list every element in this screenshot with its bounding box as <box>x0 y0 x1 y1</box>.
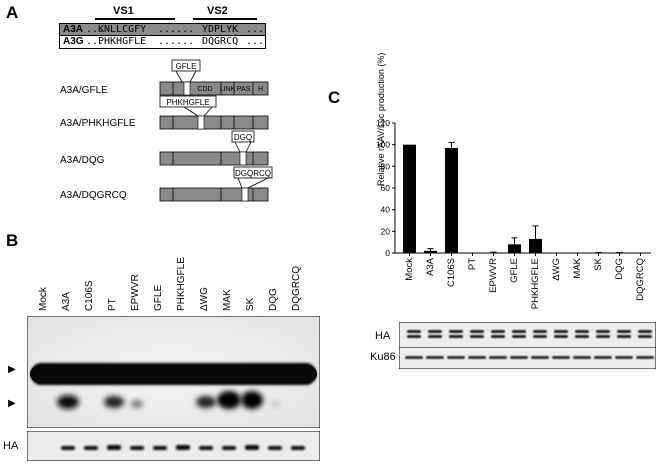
lane-label-pt: PT <box>107 298 118 311</box>
bar <box>403 144 416 253</box>
y-tick-label: 20 <box>381 226 391 236</box>
lane-label-dqgrcq: DQGRCQ <box>291 266 302 311</box>
x-tick-label: PHKHGFLE <box>529 258 541 310</box>
construct-name-phkhgfle: A3A/PHKHGFLE <box>60 118 136 129</box>
insert-box-dgq <box>231 130 255 143</box>
insert-box-phkhgfle <box>159 95 217 108</box>
panel-letter-a: A <box>6 3 19 22</box>
lane-label-mak: MAK <box>222 289 233 311</box>
lane-label-phkhgfle: PHKHGFLE <box>176 257 187 311</box>
panel-c-ku86-blot <box>399 347 656 369</box>
lane-label-mock: Mock <box>38 287 49 311</box>
y-tick-label: 120 <box>376 118 390 128</box>
arrow-lower-band: ▶ <box>8 398 16 409</box>
insert-box-gfle <box>171 59 201 72</box>
a3a-lead: ... <box>86 24 105 35</box>
panel-letter-b: B <box>6 231 19 250</box>
chart-bars <box>403 142 641 256</box>
vs1-bar <box>95 18 175 20</box>
bar <box>487 252 500 253</box>
a3a-name: A3A <box>63 24 84 35</box>
a3g-vs2: DQGRCQ <box>202 36 239 47</box>
chart-y-ticks: 0 20 40 60 80 100 120 <box>376 118 395 258</box>
construct-name-gfle: A3A/GFLE <box>60 85 108 96</box>
construct-diagrams: GFLE CDD LINK PAS H PHKHGFLE <box>159 59 273 202</box>
a3g-tail: ... <box>246 36 265 47</box>
lane-label-epwvr: EPWVR <box>130 274 141 311</box>
a3g-lead: ... <box>86 36 105 47</box>
a3g-vs1: PHKHGFLE <box>98 36 147 47</box>
panel-b-ha-label: HA <box>3 440 19 452</box>
y-tick-label: 60 <box>381 183 391 193</box>
x-tick-label: GFLE <box>508 258 520 283</box>
a3g-dots: ...... <box>158 36 195 47</box>
insert-label-gfle: GFLE <box>176 62 197 71</box>
lane-label-sk: SK <box>245 297 256 311</box>
panel-c-ha-blot <box>399 322 656 349</box>
bar <box>424 250 437 253</box>
x-tick-label: DQG <box>613 258 625 280</box>
vs1-label: VS1 <box>113 5 134 17</box>
a3a-tail: ... <box>246 24 265 35</box>
construct-gfle: GFLE CDD LINK PAS H <box>159 59 269 96</box>
x-tick-label: PT <box>466 258 478 271</box>
a3a-dots: ...... <box>158 24 195 35</box>
lane-label-a3a: A3A <box>61 292 72 311</box>
construct-name-dqgrcq: A3A/DQGRCQ <box>60 190 127 201</box>
insert-label-dgqrcq: DGQRCQ <box>235 169 271 178</box>
x-tick-label: C106S <box>445 258 457 288</box>
bar <box>508 244 521 253</box>
domain-label-cdd: CDD <box>197 86 212 93</box>
x-tick-label: SK <box>592 258 604 271</box>
y-tick-label: 100 <box>376 140 390 150</box>
x-tick-label: ΔWG <box>550 258 562 281</box>
x-tick-label: Mock <box>403 258 415 281</box>
y-tick-label: 0 <box>385 248 390 258</box>
a3a-vs1: KNLLCGFY <box>98 24 147 35</box>
insert-box-dgqrcq <box>233 166 273 179</box>
x-tick-label: EPWVR <box>487 258 499 293</box>
x-tick-label: A3A <box>424 258 436 276</box>
y-tick-label: 40 <box>381 205 391 215</box>
domain-label-h: H <box>258 86 263 93</box>
x-tick-label: MAK <box>571 258 583 279</box>
bar <box>445 147 458 253</box>
domain-label-pas: PAS <box>237 86 251 93</box>
panel-c-ku86-label: Ku86 <box>370 351 396 363</box>
a3a-sequence-row: A3A ... KNLLCGFY ...... YDPLYK ... <box>59 23 266 36</box>
lane-label-dqg: DQG <box>268 288 279 311</box>
lane-label-gfle: GFLE <box>153 284 164 311</box>
insert-label-phkhgfle: PHKHGFLE <box>166 98 209 107</box>
vs2-label: VS2 <box>207 5 228 17</box>
panel-c-ha-label: HA <box>375 330 391 342</box>
construct-dqgrcq: DGQRCQ <box>159 166 273 202</box>
panel-letter-c: C <box>328 88 341 107</box>
construct-name-dqg: A3A/DQG <box>60 155 105 166</box>
vs2-bar <box>193 18 257 20</box>
lane-label-dwg: ΔWG <box>199 287 210 311</box>
a3g-sequence-row: A3G ... PHKHGFLE ...... DQGRCQ ... <box>59 36 266 49</box>
a3g-name: A3G <box>63 36 84 47</box>
x-tick-label: DQGRCQ <box>634 258 646 301</box>
y-tick-label: 80 <box>381 161 391 171</box>
panel-b-ha-blot <box>27 431 320 461</box>
lane-label-c106s: C106S <box>84 280 95 311</box>
chart-axes <box>394 123 651 254</box>
insert-label-dgq: DGQ <box>234 133 252 142</box>
arrow-upper-band: ▶ <box>8 364 16 375</box>
construct-dqg: DGQ <box>159 130 269 166</box>
bar-chart: 0 20 40 60 80 100 120 <box>376 118 651 258</box>
a3a-vs2: YDPLYK <box>202 24 239 35</box>
panel-b-main-blot <box>27 316 320 428</box>
construct-phkhgfle: PHKHGFLE <box>159 95 269 130</box>
domain-label-link: LINK <box>220 86 236 93</box>
bar <box>529 238 542 253</box>
